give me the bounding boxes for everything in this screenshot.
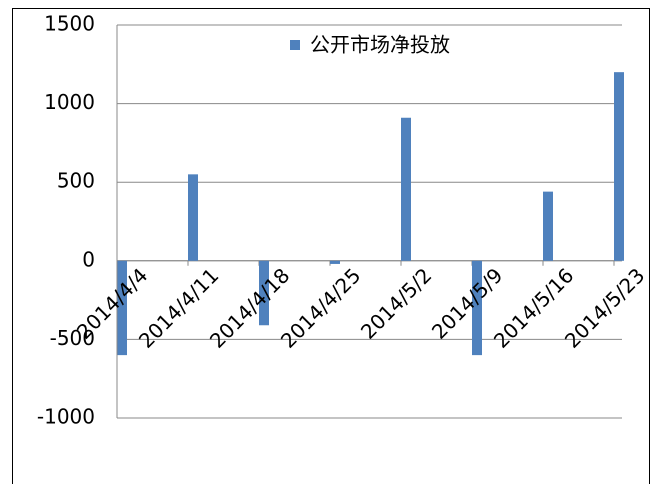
bar xyxy=(330,260,340,264)
y-tick-label: -1000 xyxy=(37,405,95,429)
y-tick-label: 1000 xyxy=(44,90,95,114)
y-tick-label: -500 xyxy=(50,326,95,350)
bar xyxy=(117,260,127,356)
bars xyxy=(117,72,624,356)
bar xyxy=(259,260,269,326)
bar xyxy=(401,117,411,261)
y-tick-label: 500 xyxy=(57,169,95,193)
labels: -1000-5000500100015002014/4/42014/4/1120… xyxy=(37,12,650,429)
y-tick-label: 0 xyxy=(82,247,95,271)
bar xyxy=(188,174,198,261)
bar xyxy=(543,191,553,261)
legend-label: 公开市场净投放 xyxy=(310,33,450,57)
bar xyxy=(472,260,482,356)
y-tick-label: 1500 xyxy=(44,12,95,36)
x-tick-label: 2014/5/2 xyxy=(356,263,436,343)
legend-swatch xyxy=(290,40,300,50)
bar xyxy=(614,72,624,261)
chart-frame xyxy=(12,8,650,488)
